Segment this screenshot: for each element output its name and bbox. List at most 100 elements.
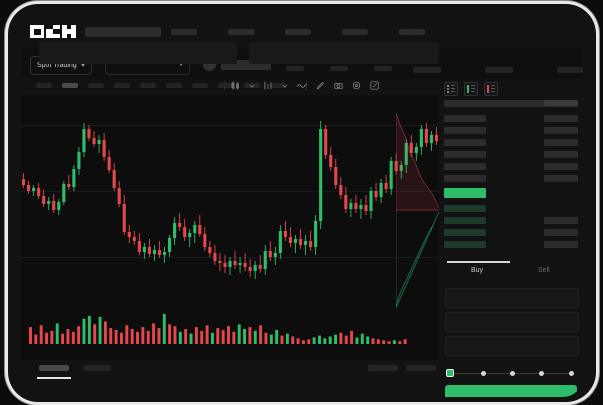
timeframe-4[interactable] bbox=[140, 83, 156, 88]
orderbook-bid-row[interactable] bbox=[444, 217, 486, 224]
slider-step-50[interactable] bbox=[510, 370, 515, 376]
stat-right-0 bbox=[413, 67, 441, 73]
pair-price-label bbox=[221, 60, 271, 70]
line-wave-icon[interactable] bbox=[297, 81, 307, 90]
nav-item-2[interactable] bbox=[285, 29, 311, 35]
chart-tool-icons bbox=[231, 81, 379, 90]
toolbar-divider-3 bbox=[306, 81, 307, 90]
buy-sell-tabs: Buy Sell bbox=[445, 261, 577, 281]
timeframe-8[interactable] bbox=[244, 83, 260, 88]
fullscreen-icon[interactable] bbox=[370, 81, 379, 90]
orderbook-ask-size bbox=[544, 115, 578, 122]
bottom-tab-0[interactable] bbox=[39, 365, 69, 371]
orderbook-both-icon[interactable] bbox=[444, 82, 458, 96]
slider-step-75[interactable] bbox=[539, 370, 544, 376]
spot-trading-label: Spot Trading bbox=[37, 62, 77, 69]
orderbook-ask-row[interactable] bbox=[444, 175, 486, 182]
gridline-0 bbox=[21, 125, 439, 126]
nav-item-4[interactable] bbox=[399, 29, 425, 35]
search-input[interactable] bbox=[85, 27, 161, 37]
bottom-panel-0[interactable] bbox=[39, 42, 237, 64]
bottom-tab-bar bbox=[21, 360, 439, 397]
timeframe-0[interactable] bbox=[36, 83, 52, 88]
tab-sell[interactable]: Sell bbox=[538, 267, 550, 274]
price-chart[interactable] bbox=[21, 95, 441, 360]
nav-item-3[interactable] bbox=[342, 29, 368, 35]
chevron-down-icon[interactable] bbox=[282, 83, 288, 89]
chevron-down-icon bbox=[179, 63, 183, 66]
orderbook-bid-size bbox=[544, 229, 578, 236]
chevron-down-icon[interactable] bbox=[249, 83, 255, 89]
timeframe-5[interactable] bbox=[166, 83, 182, 88]
indicator-icon[interactable] bbox=[264, 81, 273, 90]
stat-value-0 bbox=[286, 66, 304, 71]
buy-tab-active-indicator bbox=[447, 261, 510, 263]
orderbook-asks-icon[interactable] bbox=[484, 82, 498, 96]
timeframe-3[interactable] bbox=[114, 83, 130, 88]
bottom-tab-1[interactable] bbox=[83, 365, 111, 371]
toolbar-divider-2 bbox=[264, 81, 265, 90]
nav-items bbox=[171, 29, 425, 35]
order-price-field[interactable] bbox=[445, 288, 579, 308]
candlestick-series bbox=[21, 121, 439, 279]
stat-right-2 bbox=[557, 67, 583, 73]
orderbook-ask-size bbox=[544, 163, 578, 170]
app-screen: Spot Trading bbox=[21, 15, 583, 397]
slider-step-100[interactable] bbox=[569, 370, 574, 376]
timeframe-6[interactable] bbox=[192, 83, 208, 88]
camera-icon[interactable] bbox=[334, 81, 343, 90]
orderbook-and-order-panel: Buy Sell bbox=[439, 78, 583, 397]
orderbook-ask-row[interactable] bbox=[444, 115, 486, 122]
tab-buy[interactable]: Buy bbox=[471, 267, 484, 274]
timeframe-1[interactable] bbox=[62, 83, 78, 88]
gridline-1 bbox=[21, 191, 439, 192]
stat-value-2 bbox=[374, 66, 392, 71]
timeframe-buttons bbox=[36, 83, 286, 88]
slider-step-25[interactable] bbox=[481, 370, 486, 376]
logo-glyph-x bbox=[62, 25, 76, 38]
orderbook-bid-row[interactable] bbox=[444, 205, 486, 212]
pencil-icon[interactable] bbox=[316, 81, 325, 90]
timeframe-9[interactable] bbox=[270, 83, 286, 88]
orderbook-bid-row[interactable] bbox=[444, 229, 486, 236]
bottom-action-0[interactable] bbox=[368, 365, 398, 371]
nav-item-0[interactable] bbox=[171, 29, 197, 35]
orderbook-ask-row[interactable] bbox=[444, 127, 486, 134]
orderbook-ask-size bbox=[544, 139, 578, 146]
candlestick-chart-icon[interactable] bbox=[231, 81, 240, 90]
logo-glyph-k bbox=[46, 25, 60, 38]
orderbook-ask-row[interactable] bbox=[444, 139, 486, 146]
orderbook-view-toggles bbox=[444, 82, 498, 96]
stat-right-1 bbox=[485, 67, 513, 73]
orderbook-ask-row[interactable] bbox=[444, 163, 486, 170]
slider-handle[interactable] bbox=[446, 369, 454, 377]
order-amount-slider[interactable] bbox=[446, 368, 576, 378]
orderbook-last-price bbox=[444, 188, 486, 198]
orderbook-bid-size bbox=[544, 241, 578, 248]
timeframe-7[interactable] bbox=[218, 83, 234, 88]
order-total-field[interactable] bbox=[445, 336, 579, 356]
orderbook-ask-size bbox=[544, 151, 578, 158]
bottom-panel-1[interactable] bbox=[249, 42, 439, 64]
orderbook-bid-size bbox=[544, 217, 578, 224]
order-amount-field[interactable] bbox=[445, 312, 579, 332]
orderbook-ask-row[interactable] bbox=[444, 151, 486, 158]
tablet-device-frame: Spot Trading bbox=[8, 4, 596, 402]
settings-gear-icon[interactable] bbox=[352, 81, 361, 90]
logo-glyph-o bbox=[30, 25, 44, 38]
okx-logo[interactable] bbox=[30, 25, 76, 38]
chevron-down-icon bbox=[80, 64, 85, 67]
orderbook-header-left bbox=[444, 100, 578, 107]
bottom-tab-active-indicator bbox=[37, 377, 71, 379]
market-stats-right bbox=[413, 67, 583, 73]
submit-buy-button[interactable] bbox=[445, 385, 577, 397]
market-depth-overlay bbox=[396, 113, 441, 308]
timeframe-2[interactable] bbox=[88, 83, 104, 88]
volume-histogram bbox=[29, 314, 407, 344]
market-stats-row-bottom bbox=[286, 66, 392, 71]
nav-item-1[interactable] bbox=[228, 29, 254, 35]
bottom-action-1[interactable] bbox=[406, 365, 436, 371]
orderbook-ask-size bbox=[544, 175, 578, 182]
orderbook-bid-row[interactable] bbox=[444, 241, 486, 248]
orderbook-bids-icon[interactable] bbox=[464, 82, 478, 96]
